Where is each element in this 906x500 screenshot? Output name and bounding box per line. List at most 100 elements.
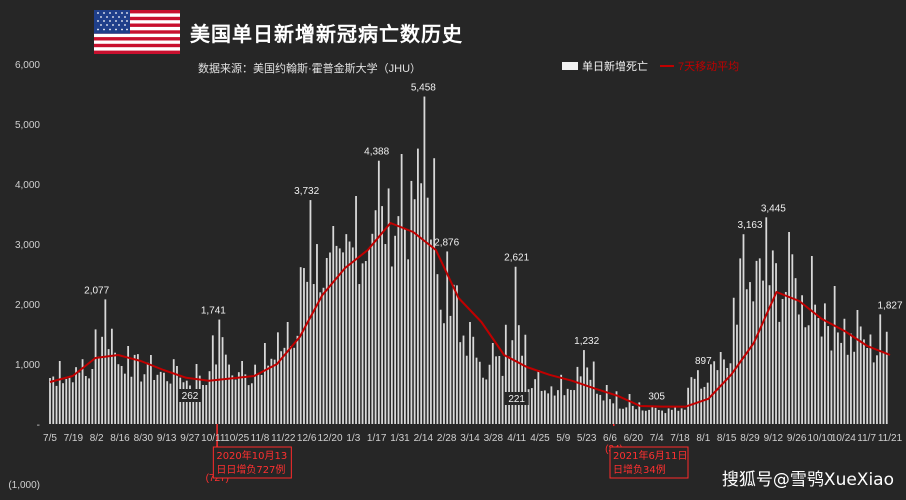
- death-bar: [517, 325, 520, 424]
- x-tick-label: 3/14: [460, 433, 480, 444]
- data-label: 5,458: [411, 83, 436, 94]
- legend-swatch-bars: [562, 62, 578, 70]
- death-bar: [755, 260, 758, 424]
- x-tick-label: 10/11: [201, 433, 226, 444]
- data-label: 3,445: [761, 203, 786, 214]
- death-bar: [827, 326, 830, 424]
- death-bar: [293, 347, 296, 424]
- death-bar: [837, 332, 839, 424]
- death-bar: [185, 380, 188, 424]
- death-bar: [570, 389, 572, 424]
- death-bar: [801, 295, 803, 424]
- death-bar: [231, 375, 234, 424]
- death-bar: [81, 359, 84, 424]
- death-bar: [433, 158, 436, 424]
- death-bar: [169, 383, 172, 424]
- death-bar: [550, 386, 553, 424]
- x-tick-label: 8/2: [90, 433, 104, 444]
- death-bar: [469, 322, 471, 424]
- death-bar: [325, 258, 328, 424]
- death-bar: [589, 379, 592, 424]
- death-bar: [697, 370, 699, 424]
- death-bar: [114, 352, 117, 424]
- death-bar: [670, 409, 673, 424]
- x-tick-label: 7/5: [43, 433, 57, 444]
- x-tick-label: 9/27: [180, 433, 200, 444]
- death-bar: [736, 324, 738, 424]
- death-bar: [361, 263, 364, 424]
- death-bar: [791, 254, 794, 424]
- death-bar: [166, 381, 169, 424]
- death-bar: [592, 361, 595, 424]
- x-tick-label: 7/4: [650, 433, 664, 444]
- death-bar: [622, 408, 624, 424]
- death-bar: [133, 354, 136, 424]
- death-bar: [758, 258, 761, 424]
- death-bar: [348, 241, 351, 424]
- death-bar: [765, 217, 768, 424]
- death-bar: [309, 200, 312, 424]
- death-bar: [540, 390, 543, 424]
- death-bar: [514, 266, 517, 424]
- death-bar: [566, 388, 569, 424]
- death-bar: [781, 299, 784, 424]
- death-bar: [312, 284, 315, 424]
- moving-average-line: [49, 222, 891, 408]
- legend-item-bars: 单日新增死亡: [562, 58, 648, 74]
- x-tick-label: 10/24: [831, 433, 856, 444]
- death-bar: [283, 347, 286, 424]
- legend-label-line: 7天移动平均: [678, 61, 740, 73]
- death-bar: [641, 410, 644, 424]
- death-bar: [192, 389, 195, 424]
- death-bar: [859, 326, 862, 424]
- death-bar: [661, 410, 663, 424]
- death-bar: [97, 356, 100, 424]
- death-bar: [436, 274, 439, 424]
- negative-bar: [613, 424, 615, 427]
- death-bar: [723, 359, 725, 424]
- death-bar: [775, 263, 777, 424]
- death-bar: [485, 379, 488, 424]
- death-bar: [778, 321, 781, 424]
- death-bar: [62, 383, 64, 424]
- death-bar: [364, 261, 367, 424]
- death-bar: [368, 248, 370, 424]
- death-bar: [706, 382, 709, 424]
- death-bar: [560, 374, 563, 424]
- x-tick-label: 7/18: [670, 433, 690, 444]
- death-bar: [478, 361, 481, 424]
- death-bar: [189, 385, 191, 424]
- death-bar: [446, 251, 449, 424]
- x-tick-label: 8/16: [110, 433, 130, 444]
- death-bar: [390, 266, 393, 424]
- death-bar: [521, 355, 523, 424]
- x-tick-label: 8/15: [717, 433, 737, 444]
- death-bar: [332, 226, 335, 424]
- death-bar: [153, 379, 156, 424]
- death-bar: [345, 234, 348, 424]
- death-bar: [335, 245, 338, 424]
- death-bar: [202, 385, 204, 424]
- y-tick-label: 1,000: [15, 360, 40, 371]
- x-tick-label: 4/11: [507, 433, 526, 444]
- death-bar: [159, 371, 162, 424]
- y-tick-label: 4,000: [15, 180, 40, 191]
- death-bar: [417, 148, 419, 424]
- death-bar: [563, 395, 566, 424]
- death-bar: [703, 386, 706, 424]
- death-bar: [130, 376, 133, 424]
- death-bar: [290, 346, 292, 424]
- death-bar: [426, 197, 429, 424]
- death-bar: [84, 376, 87, 424]
- death-bar: [241, 361, 243, 424]
- data-label: 1,827: [877, 300, 902, 311]
- death-bar: [316, 244, 318, 424]
- callout-text: 2021年6月11日: [613, 449, 688, 462]
- death-bar: [482, 377, 484, 424]
- legend: 单日新增死亡 7天移动平均: [562, 58, 739, 74]
- x-tick-label: 11/21: [878, 433, 903, 444]
- x-tick-label: 4/25: [530, 433, 550, 444]
- death-bar: [830, 350, 833, 424]
- death-bar: [491, 343, 494, 424]
